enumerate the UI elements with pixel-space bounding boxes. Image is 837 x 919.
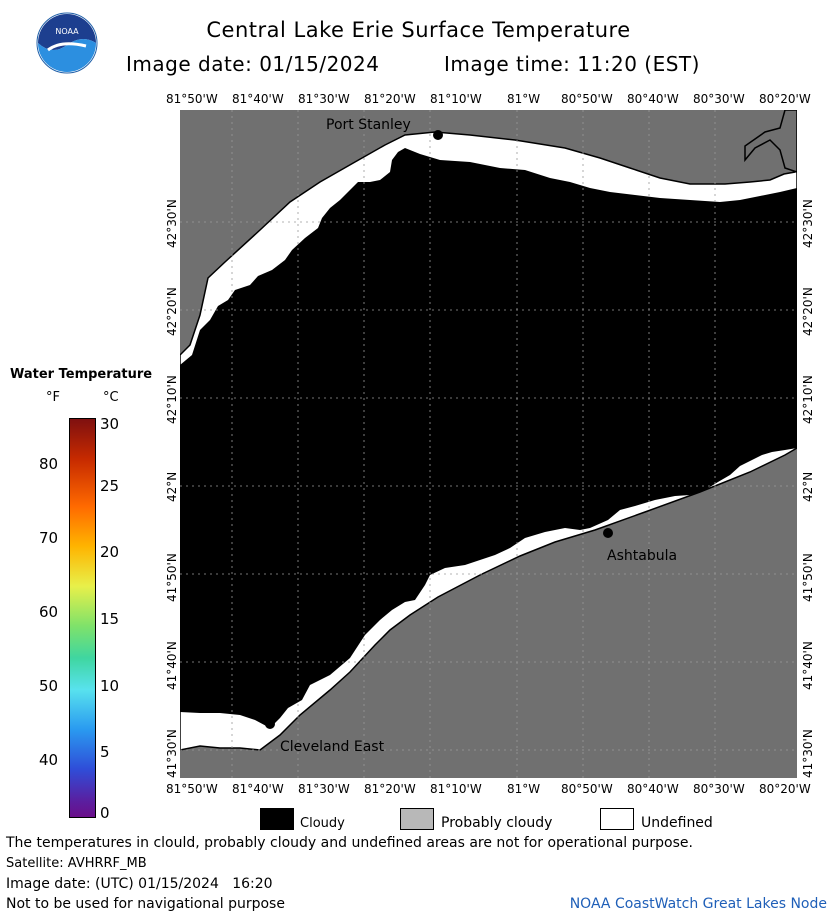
temperature-colorbar bbox=[69, 418, 96, 818]
celsius-tick: 5 bbox=[100, 743, 110, 761]
lat-label: 41°30'N bbox=[165, 729, 179, 778]
legend-label-undefined: Undefined bbox=[641, 815, 713, 831]
lon-label: 81°W bbox=[507, 782, 541, 796]
noaa-logo: NOAA bbox=[36, 12, 98, 74]
lon-label: 81°50'W bbox=[166, 782, 218, 796]
lon-label: 81°10'W bbox=[430, 92, 482, 106]
celsius-tick: 20 bbox=[100, 543, 120, 561]
lon-label: 81°30'W bbox=[298, 92, 350, 106]
image-date-label: Image date: 01/15/2024 bbox=[126, 52, 380, 76]
navigation-note: Not to be used for navigational purpose bbox=[6, 896, 285, 912]
disclaimer-text: The temperatures in clould, probably clo… bbox=[6, 835, 693, 851]
legend-swatch-probably-cloudy bbox=[400, 808, 434, 830]
legend-label-probably-cloudy: Probably cloudy bbox=[441, 815, 553, 831]
lat-label: 41°30'N bbox=[801, 729, 815, 778]
lon-label: 80°50'W bbox=[561, 782, 613, 796]
graticule bbox=[180, 110, 797, 778]
lon-label: 80°40'W bbox=[627, 782, 679, 796]
utc-date-text: Image date: (UTC) 01/15/2024 16:20 bbox=[6, 876, 273, 892]
lake-erie-map bbox=[180, 110, 797, 778]
celsius-tick: 10 bbox=[100, 677, 120, 695]
place-label-port-stanley: Port Stanley bbox=[326, 117, 411, 133]
lon-label: 80°30'W bbox=[693, 782, 745, 796]
celsius-tick: 25 bbox=[100, 477, 120, 495]
celsius-tick: 15 bbox=[100, 610, 120, 628]
lon-label: 81°40'W bbox=[232, 782, 284, 796]
page-title: Central Lake Erie Surface Temperature bbox=[206, 18, 631, 42]
legend-swatch-cloudy bbox=[260, 808, 294, 830]
lon-label: 80°40'W bbox=[627, 92, 679, 106]
lat-label: 42°30'N bbox=[801, 199, 815, 248]
unit-fahrenheit: °F bbox=[46, 390, 60, 405]
lon-label: 80°20'W bbox=[759, 92, 811, 106]
satellite-text: Satellite: AVHRRF_MB bbox=[6, 856, 147, 871]
lat-label: 42°N bbox=[165, 471, 179, 502]
fahrenheit-tick: 40 bbox=[39, 751, 59, 769]
lat-label: 42°N bbox=[801, 471, 815, 502]
ne-land-inlet bbox=[744, 110, 797, 173]
lat-label: 41°50'N bbox=[165, 553, 179, 602]
lon-label: 81°20'W bbox=[364, 92, 416, 106]
lat-label: 42°10'N bbox=[165, 375, 179, 424]
logo-text: NOAA bbox=[55, 27, 79, 36]
lon-label: 81°10'W bbox=[430, 782, 482, 796]
lon-label: 80°30'W bbox=[693, 92, 745, 106]
lat-label: 42°10'N bbox=[801, 375, 815, 424]
lat-label: 41°40'N bbox=[801, 641, 815, 690]
lat-label: 42°30'N bbox=[165, 199, 179, 248]
ashtabula-marker bbox=[603, 528, 613, 538]
cleveland-east-marker bbox=[265, 719, 275, 729]
celsius-tick: 30 bbox=[100, 415, 120, 433]
lat-label: 41°40'N bbox=[165, 641, 179, 690]
cloudy-region bbox=[180, 148, 797, 728]
lon-label: 81°50'W bbox=[166, 92, 218, 106]
lon-label: 81°20'W bbox=[364, 782, 416, 796]
legend-label-cloudy: Cloudy bbox=[300, 816, 345, 831]
lon-label: 81°30'W bbox=[298, 782, 350, 796]
celsius-tick: 0 bbox=[100, 804, 110, 822]
fahrenheit-tick: 50 bbox=[39, 677, 59, 695]
image-time-label: Image time: 11:20 (EST) bbox=[444, 52, 700, 76]
credit-text: NOAA CoastWatch Great Lakes Node bbox=[569, 896, 827, 912]
lon-label: 81°40'W bbox=[232, 92, 284, 106]
lon-label: 80°50'W bbox=[561, 92, 613, 106]
lon-label: 81°W bbox=[507, 92, 541, 106]
fahrenheit-tick: 60 bbox=[39, 603, 59, 621]
fahrenheit-tick: 70 bbox=[39, 529, 59, 547]
fahrenheit-tick: 80 bbox=[39, 455, 59, 473]
lat-label: 42°20'N bbox=[165, 287, 179, 336]
unit-celsius: °C bbox=[103, 390, 119, 405]
lat-label: 42°20'N bbox=[801, 287, 815, 336]
port-stanley-marker bbox=[433, 130, 443, 140]
place-label-cleveland-east: Cleveland East bbox=[280, 739, 385, 755]
legend-swatch-undefined bbox=[600, 808, 634, 830]
place-label-ashtabula: Ashtabula bbox=[607, 548, 678, 564]
colorbar-title: Water Temperature bbox=[10, 367, 153, 382]
lat-label: 41°50'N bbox=[801, 553, 815, 602]
lon-label: 80°20'W bbox=[759, 782, 811, 796]
